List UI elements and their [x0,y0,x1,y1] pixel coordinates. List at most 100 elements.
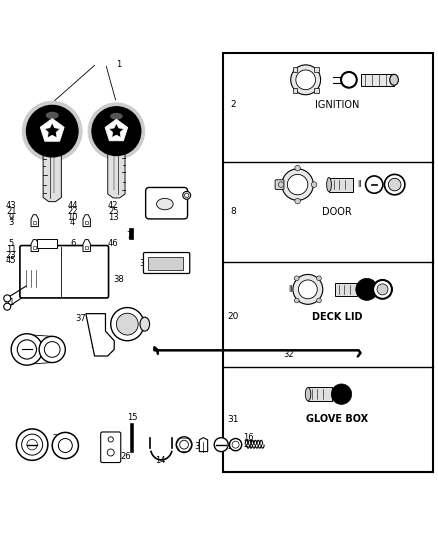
Circle shape [39,336,65,362]
Circle shape [294,298,299,303]
Bar [131,423,133,453]
Circle shape [183,191,191,199]
Circle shape [356,278,378,301]
Circle shape [58,439,72,453]
Text: II: II [357,180,362,189]
Bar [85,221,88,224]
Polygon shape [83,240,90,252]
Text: 8: 8 [230,207,236,216]
Bar [37,239,57,248]
Text: 38: 38 [113,275,124,284]
Text: 25: 25 [108,207,119,216]
Bar [85,246,88,248]
Circle shape [22,101,82,161]
Circle shape [117,313,138,335]
Bar [306,74,318,86]
Ellipse shape [327,177,332,192]
Circle shape [27,439,37,450]
Bar [33,221,36,224]
Polygon shape [83,215,90,227]
Text: 20: 20 [227,312,239,321]
Polygon shape [31,215,39,227]
Polygon shape [31,240,39,252]
Polygon shape [41,119,63,141]
Circle shape [4,295,11,302]
Text: II: II [288,285,293,294]
Text: 30: 30 [194,442,205,451]
Bar [314,67,318,71]
Circle shape [296,70,315,90]
Circle shape [180,440,188,449]
Text: 12: 12 [67,245,78,254]
Text: 31: 31 [227,415,239,424]
Polygon shape [44,123,60,138]
FancyBboxPatch shape [144,253,190,273]
Text: 36: 36 [91,341,101,350]
FancyBboxPatch shape [101,432,121,463]
Polygon shape [43,154,61,201]
Text: 33: 33 [152,200,162,209]
Ellipse shape [140,317,150,331]
Bar [148,257,183,270]
Text: DECK LID: DECK LID [311,312,362,321]
Text: 18: 18 [19,433,30,442]
Circle shape [17,340,36,359]
Text: 22: 22 [67,207,78,216]
Ellipse shape [390,74,399,85]
Polygon shape [86,313,114,356]
Text: 45: 45 [6,256,16,265]
Circle shape [293,274,323,304]
Bar [33,246,36,248]
Circle shape [230,439,242,451]
Text: IGNITION: IGNITION [314,100,359,110]
Text: 28: 28 [228,442,238,451]
Polygon shape [108,153,125,198]
Circle shape [331,384,352,405]
Circle shape [294,276,299,280]
Circle shape [317,276,321,280]
Text: 43: 43 [6,201,17,210]
Ellipse shape [46,112,58,118]
Circle shape [26,106,78,157]
Circle shape [108,437,113,442]
Circle shape [21,434,42,455]
Text: 41: 41 [4,298,15,307]
Text: 5: 5 [9,239,14,248]
Text: 44: 44 [67,201,78,210]
Text: 7: 7 [126,231,131,240]
Circle shape [282,169,313,200]
Text: 46: 46 [108,239,119,248]
Text: 14: 14 [155,456,165,465]
Polygon shape [106,120,127,140]
Polygon shape [109,123,124,138]
Ellipse shape [111,114,122,119]
Circle shape [385,174,405,195]
Circle shape [278,182,284,187]
Circle shape [111,308,144,341]
Circle shape [389,179,401,191]
Circle shape [295,165,300,171]
Text: 13: 13 [108,213,119,222]
Text: 21: 21 [6,207,16,216]
Circle shape [295,198,300,204]
Text: 3: 3 [8,219,14,228]
Circle shape [4,303,11,310]
Bar [308,387,332,401]
Circle shape [88,103,145,159]
FancyBboxPatch shape [20,246,109,298]
Circle shape [291,65,321,95]
Circle shape [317,298,321,303]
Circle shape [214,438,228,451]
Text: 15: 15 [127,413,138,422]
Polygon shape [199,438,208,451]
Text: 16: 16 [244,433,254,442]
Circle shape [176,437,192,453]
Bar [293,88,297,93]
Bar [336,282,357,296]
Circle shape [373,280,392,299]
Circle shape [16,429,48,461]
Circle shape [11,334,42,365]
Circle shape [92,107,141,156]
Text: 24: 24 [67,251,78,260]
Circle shape [52,432,78,458]
